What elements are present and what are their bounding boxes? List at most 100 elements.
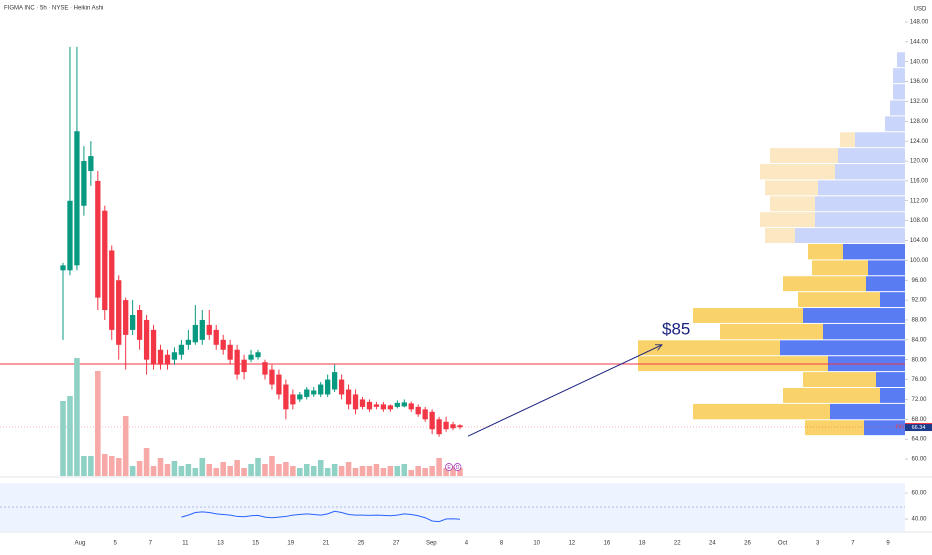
volume-bar xyxy=(373,464,380,476)
profile-up-bar xyxy=(880,292,905,308)
candle-body xyxy=(234,349,240,375)
second-price-tag xyxy=(905,424,932,432)
volume-bar xyxy=(95,371,101,476)
volume-bar xyxy=(60,401,66,476)
candle-body xyxy=(255,352,261,358)
profile-down-bar xyxy=(693,308,803,323)
event-label: E xyxy=(447,465,451,471)
profile-up-bar xyxy=(815,212,905,228)
candle-body xyxy=(116,280,122,345)
x-tick-label: 4 xyxy=(465,541,469,547)
x-tick-label: 7 xyxy=(149,541,153,547)
chart-title: FIGMA INC · 5h · NYSE · Heikin Ashi xyxy=(4,6,103,12)
profile-down-bar xyxy=(805,420,864,436)
candle-body xyxy=(366,401,373,410)
candle-body xyxy=(67,200,73,271)
y-tick-label: 64.00 xyxy=(911,437,927,443)
volume-bar xyxy=(269,456,275,476)
candle-body xyxy=(171,352,178,360)
volume-bar xyxy=(303,464,310,476)
candle-body xyxy=(283,384,289,410)
candle-body xyxy=(143,319,150,360)
currency: USD xyxy=(914,7,927,13)
y-tick-label: 128.00 xyxy=(910,119,929,125)
volume-bar xyxy=(213,468,220,476)
volume-bar xyxy=(366,466,373,476)
candle-body xyxy=(373,404,380,407)
candle-body xyxy=(206,324,212,335)
profile-up-bar xyxy=(803,308,905,323)
candle-body xyxy=(457,425,463,428)
candle-body xyxy=(109,250,115,330)
profile-down-bar xyxy=(770,148,838,164)
candle-body xyxy=(331,372,338,390)
candle-body xyxy=(443,421,449,430)
x-tick-label: 22 xyxy=(674,541,681,547)
profile-down-bar xyxy=(760,212,815,228)
volume-bar xyxy=(338,466,345,476)
arrow-head xyxy=(654,344,663,351)
y-tick-label: 144.00 xyxy=(910,39,929,45)
x-tick-label: 16 xyxy=(604,541,611,547)
x-tick-label: 13 xyxy=(217,541,224,547)
volume-bar xyxy=(310,466,317,476)
x-tick-label: 27 xyxy=(393,541,400,547)
volume-bar xyxy=(255,458,261,476)
candle-body xyxy=(248,354,254,360)
candle-body xyxy=(338,379,345,395)
candle-body xyxy=(408,403,414,410)
volume-bar xyxy=(283,462,289,476)
candle-body xyxy=(130,314,136,330)
candle-body xyxy=(178,344,185,355)
y-tick-label: 104.00 xyxy=(910,238,929,244)
volume-bar xyxy=(290,466,296,476)
volume-bar xyxy=(297,468,303,476)
volume-bar xyxy=(206,464,213,476)
x-tick-label: 9 xyxy=(886,541,890,547)
last-price-name: FIG xyxy=(896,424,904,430)
candle-body xyxy=(60,265,66,271)
volume-bar xyxy=(387,466,394,476)
volume-bar xyxy=(185,464,192,476)
x-tick-label: 7 xyxy=(851,541,855,547)
x-tick-label: 10 xyxy=(533,541,540,547)
profile-up-bar xyxy=(830,403,905,420)
volume-bar xyxy=(241,468,247,476)
volume-bar xyxy=(457,468,463,476)
candle-body xyxy=(269,369,275,385)
volume-bar xyxy=(220,462,226,476)
x-tick-label: 18 xyxy=(639,541,646,547)
candle-body xyxy=(136,310,143,340)
profile-up-bar xyxy=(897,52,905,68)
volume-bar xyxy=(276,464,282,476)
y-tick-label: 80.00 xyxy=(911,357,927,363)
profile-up-bar xyxy=(876,372,905,388)
profile-up-bar xyxy=(843,243,905,260)
candle-body xyxy=(290,394,296,405)
x-tick-label: 11 xyxy=(182,541,189,547)
event-label: D xyxy=(456,465,460,471)
y-tick-label: 140.00 xyxy=(910,59,929,65)
candle-body xyxy=(352,394,359,410)
x-tick-label: Sep xyxy=(426,541,437,547)
profile-up-bar xyxy=(893,68,905,84)
volume-bar xyxy=(359,466,366,476)
volume-bar xyxy=(234,460,240,476)
candle-body xyxy=(241,359,247,373)
candle-body xyxy=(436,419,442,435)
profile-down-bar xyxy=(808,243,843,260)
profile-down-bar xyxy=(760,164,835,180)
candle-body xyxy=(276,374,282,395)
x-tick-label: 12 xyxy=(568,541,575,547)
x-tick-label: 25 xyxy=(358,541,365,547)
candle-body xyxy=(220,339,226,350)
profile-up-bar xyxy=(780,340,905,356)
x-tick-label: Oct xyxy=(778,541,788,547)
candle-body xyxy=(227,344,233,360)
volume-bar xyxy=(227,466,233,476)
volume-bar xyxy=(67,396,73,476)
candle-body xyxy=(123,300,129,335)
x-tick-label: 26 xyxy=(744,541,751,547)
